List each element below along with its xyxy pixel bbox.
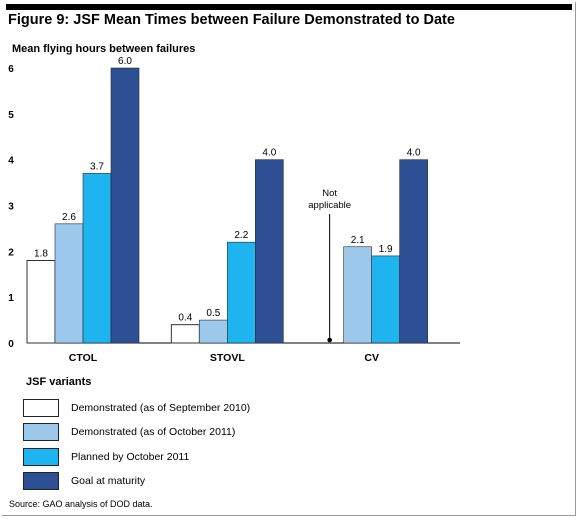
annotation-text: applicable: [308, 200, 351, 211]
bar: [26, 260, 56, 344]
category-label: STOVL: [210, 352, 245, 364]
legend-swatch: [23, 399, 59, 417]
y-tick-label: 0: [8, 339, 14, 350]
bar: [199, 319, 228, 344]
title-rule: [6, 4, 572, 10]
legend-label: Demonstrated (as of September 2010): [71, 402, 251, 414]
bar: [54, 223, 84, 344]
legend-swatch: [23, 447, 59, 466]
bar: [227, 241, 256, 344]
figure-title: Figure 9: JSF Mean Times between Failure…: [8, 12, 455, 28]
data-label: 1.8: [34, 249, 48, 260]
bar: [170, 324, 200, 344]
data-label: 6.0: [118, 56, 132, 67]
data-label: 2.6: [62, 212, 76, 223]
data-label: 0.5: [206, 308, 220, 319]
data-label: 4.0: [407, 148, 421, 159]
data-label: 0.4: [178, 313, 192, 324]
legend-swatch: [23, 423, 59, 442]
source-note: Source: GAO analysis of DOD data.: [9, 499, 153, 509]
bar: [343, 246, 372, 344]
y-tick-label: 6: [8, 64, 14, 75]
legend-label: Demonstrated (as of October 2011): [71, 426, 236, 439]
bar: [110, 67, 140, 344]
bar: [371, 255, 400, 344]
legend-label: Goal at maturity: [71, 474, 146, 487]
y-tick-label: 5: [8, 110, 14, 121]
data-label: 2.2: [234, 230, 248, 241]
data-label: 3.7: [90, 161, 104, 172]
data-label: 1.9: [379, 244, 393, 255]
legend-label: Planned by October 2011: [71, 450, 190, 463]
annotation-text: Not: [322, 188, 337, 199]
y-tick-label: 3: [8, 202, 14, 213]
y-axis-title: Mean flying hours between failures: [12, 43, 196, 55]
y-tick-label: 4: [8, 156, 14, 167]
data-label: 4.0: [262, 148, 276, 159]
bar: [399, 159, 428, 344]
x-axis-title: JSF variants: [26, 376, 92, 388]
data-label: 2.1: [351, 235, 365, 246]
category-label: CV: [364, 352, 379, 364]
category-label: CTOL: [69, 352, 98, 364]
bar: [255, 159, 284, 344]
legend-swatch: [23, 471, 59, 490]
y-tick-label: 2: [8, 247, 14, 258]
y-tick-label: 1: [8, 293, 14, 304]
bar: [82, 173, 112, 344]
